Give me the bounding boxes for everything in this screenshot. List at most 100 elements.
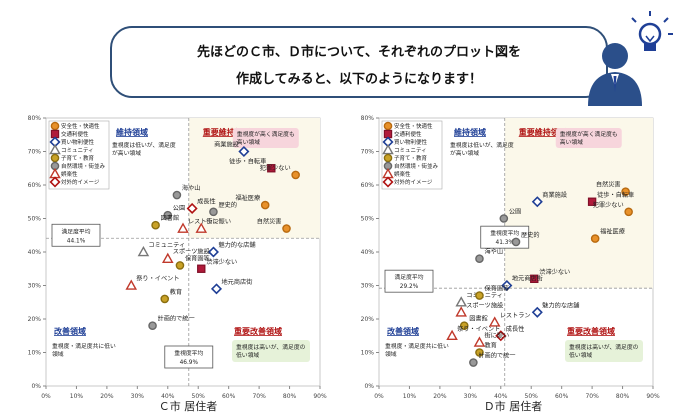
data-point [209, 207, 218, 217]
y-tick-label: 40% [361, 249, 375, 256]
x-tick-label: 90% [313, 393, 327, 398]
legend-marker [382, 176, 394, 188]
point-label: 海や山 [484, 248, 503, 256]
quadrant-label-bottom-left: 改善領域 [54, 326, 86, 336]
quadrant-label-top-left: 維持領域 [116, 127, 148, 137]
x-tick-label: 70% [585, 393, 599, 398]
legend-marker [383, 153, 393, 163]
quadrant-label-bottom-left: 改善領域 [387, 326, 419, 336]
quadrant-note-bottom-right-text: 重視度は高いが、満足度の [236, 343, 306, 351]
y-tick-label: 40% [28, 249, 42, 256]
data-point [499, 214, 509, 223]
quadrant-note-bottom-left-text: 重視度・満足度共に低い [385, 342, 449, 350]
quadrant-note-top-left-text: 重視度は低いが、満足度 [112, 141, 176, 149]
y-tick-label: 80% [28, 115, 42, 122]
data-point [475, 291, 484, 300]
point-label: 犯罪少ない [593, 201, 624, 209]
legend-entry: 対外的イメージ [394, 178, 433, 186]
data-point [495, 330, 507, 342]
legend-entry: 子育て・教育 [61, 154, 95, 162]
data-point [511, 237, 521, 247]
point-label: 成長性 [506, 325, 525, 333]
data-point [177, 222, 189, 233]
point-label: 成長性 [197, 197, 216, 205]
quadrant-note-bottom-right-bg [565, 340, 643, 362]
legend-entry: 自然環境・街並み [394, 162, 439, 170]
point-label: レストラン [188, 219, 219, 226]
x-tick-label: 0% [374, 393, 384, 398]
y-tick-label: 30% [361, 283, 375, 290]
point-label: 魅力的な店舗 [542, 301, 579, 309]
x-tick-label: 70% [252, 393, 266, 398]
data-point [267, 164, 276, 173]
x-tick-label: 20% [100, 393, 114, 398]
y-tick-label: 70% [361, 149, 375, 156]
x-tick-label: 80% [283, 393, 297, 398]
y-tick-label: 60% [361, 182, 375, 189]
y-mean-value: 29.2% [400, 284, 419, 290]
quadrant-note-top-left-text: が高い領域 [112, 149, 141, 157]
quadrant-note-top-right-text: 高い領域 [237, 138, 260, 146]
y-tick-label: 50% [28, 216, 42, 223]
point-label: 公園 [509, 209, 521, 216]
legend-entry: 娯楽性 [61, 170, 78, 178]
quadrant-note-bottom-left-text: 領域 [385, 350, 397, 358]
legend-marker [50, 153, 60, 163]
data-point [260, 200, 270, 210]
point-label: 保育園等 [185, 254, 210, 262]
chart-d-city: 0% 10% 20% 30% 40% 50% 60% 70% 80% 90% 0% 10% 20% 30%… [343, 108, 663, 398]
data-point [160, 294, 170, 304]
point-label: 自然災害 [596, 181, 621, 189]
legend-entry: コミュニティ [61, 147, 94, 154]
data-point [488, 316, 501, 327]
data-point [175, 261, 185, 270]
point-label: 渋滞少ない [206, 258, 237, 266]
point-label: 歴史的 [218, 201, 237, 209]
x-tick-label: 80% [616, 393, 630, 398]
data-point [469, 358, 478, 367]
data-point [473, 336, 486, 347]
y-tick-label: 70% [28, 149, 42, 156]
legend-marker [382, 143, 394, 155]
x-tick-label: 30% [131, 393, 145, 398]
scatter-plot-d: 0% 10% 20% 30% 40% 50% 60% 70% 80% 90% 0% 10% 20% 30%… [361, 115, 660, 398]
legend-entry: 交通利便性 [394, 130, 422, 138]
quadrant-label-bottom-right: 重要改善領域 [567, 326, 615, 336]
point-label: 祭り・イベント [136, 275, 179, 283]
data-point [210, 283, 223, 295]
quadrant-note-top-right-text: 重視度が高く満足度も [237, 130, 295, 138]
x-tick-label: 50% [192, 393, 206, 398]
quadrant-note-top-right-text: 重視度が高く満足度も [560, 130, 618, 138]
point-label: スポーツ施設 [466, 301, 503, 309]
quadrant-note-top-right-bg [555, 128, 622, 148]
x-mean-value: 41.3% [496, 240, 515, 246]
y-mean-value: 44.1% [67, 238, 86, 244]
y-tick-label: 10% [361, 350, 375, 357]
data-point [137, 245, 150, 257]
y-mean-label: 満足度平均 [395, 273, 424, 281]
point-label: 犯罪少ない [260, 164, 291, 172]
quadrant-label-top-right: 重要維持領域 [519, 127, 567, 137]
point-label: 徒歩・自転車 [229, 157, 266, 165]
legend-entry: 買い物利便性 [394, 138, 428, 146]
data-point [587, 197, 597, 206]
x-tick-label: 60% [222, 393, 236, 398]
data-point [475, 254, 484, 263]
bubble-line-1: 先ほどのＣ市、Ｄ市について、それぞれのプロット図を [197, 45, 521, 60]
x-tick-label: 50% [525, 393, 539, 398]
point-label: スポーツ施設 [173, 248, 210, 256]
y-tick-label: 80% [361, 115, 375, 122]
y-tick-label: 30% [28, 283, 42, 290]
data-point [590, 234, 600, 243]
point-label: 歴史的 [521, 231, 540, 239]
y-tick-label: 20% [361, 316, 375, 323]
quadrant-label-bottom-right: 重要改善領域 [234, 326, 282, 336]
data-point [172, 190, 182, 200]
legend-entry: 自然環境・街並み [61, 162, 106, 170]
y-tick-label: 50% [361, 216, 375, 223]
